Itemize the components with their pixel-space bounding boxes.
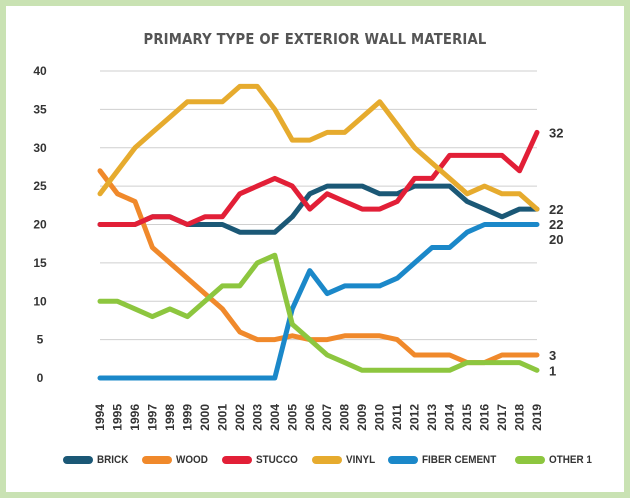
end-value-label: 22 <box>549 202 563 217</box>
y-tick-label: 5 <box>37 333 44 347</box>
y-tick-label: 10 <box>33 294 47 308</box>
x-tick-label: 2006 <box>303 404 317 431</box>
end-value-label: 1 <box>549 363 556 378</box>
legend-swatch <box>514 456 545 464</box>
x-tick-label: 2003 <box>250 404 264 431</box>
x-tick-label: 2002 <box>233 404 247 431</box>
series-line-stucco <box>97 129 540 227</box>
legend-swatch <box>142 456 173 464</box>
legend-swatch <box>221 456 252 464</box>
y-tick-label: 40 <box>33 64 47 78</box>
series-line-fiber-cement <box>97 222 540 381</box>
end-value-label: 22 <box>549 217 563 232</box>
x-tick-label: 2004 <box>268 404 282 431</box>
x-tick-label: 2019 <box>530 404 544 431</box>
x-tick-label: 1998 <box>163 404 177 431</box>
x-tick-label: 1997 <box>145 404 159 431</box>
legend-label: BRICK <box>97 454 129 466</box>
x-tick-label: 1999 <box>180 404 194 431</box>
x-tick-label: 2013 <box>425 404 439 431</box>
y-tick-label: 20 <box>33 218 47 232</box>
x-tick-label: 2012 <box>408 404 422 431</box>
legend-item: VINYL <box>312 454 378 466</box>
legend-swatch <box>63 456 94 464</box>
series-line-other-1 <box>97 252 540 373</box>
x-tick-label: 1995 <box>110 404 124 431</box>
legend-label: OTHER 1 <box>548 454 592 466</box>
x-tick-label: 2011 <box>390 404 404 430</box>
legend-label: WOOD <box>176 454 209 466</box>
legend-label: FIBER CEMENT <box>422 454 497 466</box>
end-value-label: 3 <box>549 348 556 363</box>
x-tick-label: 2001 <box>215 404 229 431</box>
y-tick-label: 25 <box>33 179 47 193</box>
y-tick-label: 15 <box>33 256 47 270</box>
x-tick-label: 2005 <box>285 404 299 431</box>
x-tick-label: 2017 <box>495 404 509 431</box>
x-tick-label: 1996 <box>128 404 142 431</box>
series-line-vinyl <box>97 83 540 212</box>
x-tick-label: 2015 <box>460 404 474 431</box>
end-value-label: 20 <box>549 232 563 247</box>
x-tick-label: 2000 <box>198 404 212 431</box>
y-tick-label: 30 <box>33 141 47 155</box>
end-value-label: 32 <box>549 125 563 140</box>
legend-swatch <box>312 456 343 464</box>
x-tick-label: 2007 <box>320 404 334 431</box>
legend-item: STUCCO <box>221 454 302 466</box>
legend-item: WOOD <box>142 454 211 466</box>
legend-item: BRICK <box>63 454 132 466</box>
legend-swatch <box>388 456 419 464</box>
chart-title: PRIMARY TYPE OF EXTERIOR WALL MATERIAL <box>143 30 487 48</box>
x-tick-label: 2018 <box>513 404 527 431</box>
y-tick-label: 35 <box>33 102 47 116</box>
chart-legend: BRICK WOOD STUCCO VINYL FIBER CEMENT OTHER 1 <box>63 454 592 466</box>
legend-item: OTHER 1 <box>514 454 597 466</box>
x-tick-label: 2014 <box>443 404 457 431</box>
legend-label: STUCCO <box>255 454 298 466</box>
x-tick-label: 2010 <box>373 404 387 431</box>
x-tick-label: 2016 <box>478 404 492 431</box>
legend-label: VINYL <box>346 454 376 466</box>
x-tick-label: 2008 <box>338 404 352 431</box>
x-tick-label: 1994 <box>93 404 107 431</box>
x-tick-label: 2009 <box>355 404 369 431</box>
legend-item: FIBER CEMENT <box>388 454 505 466</box>
y-tick-label: 0 <box>37 371 44 385</box>
